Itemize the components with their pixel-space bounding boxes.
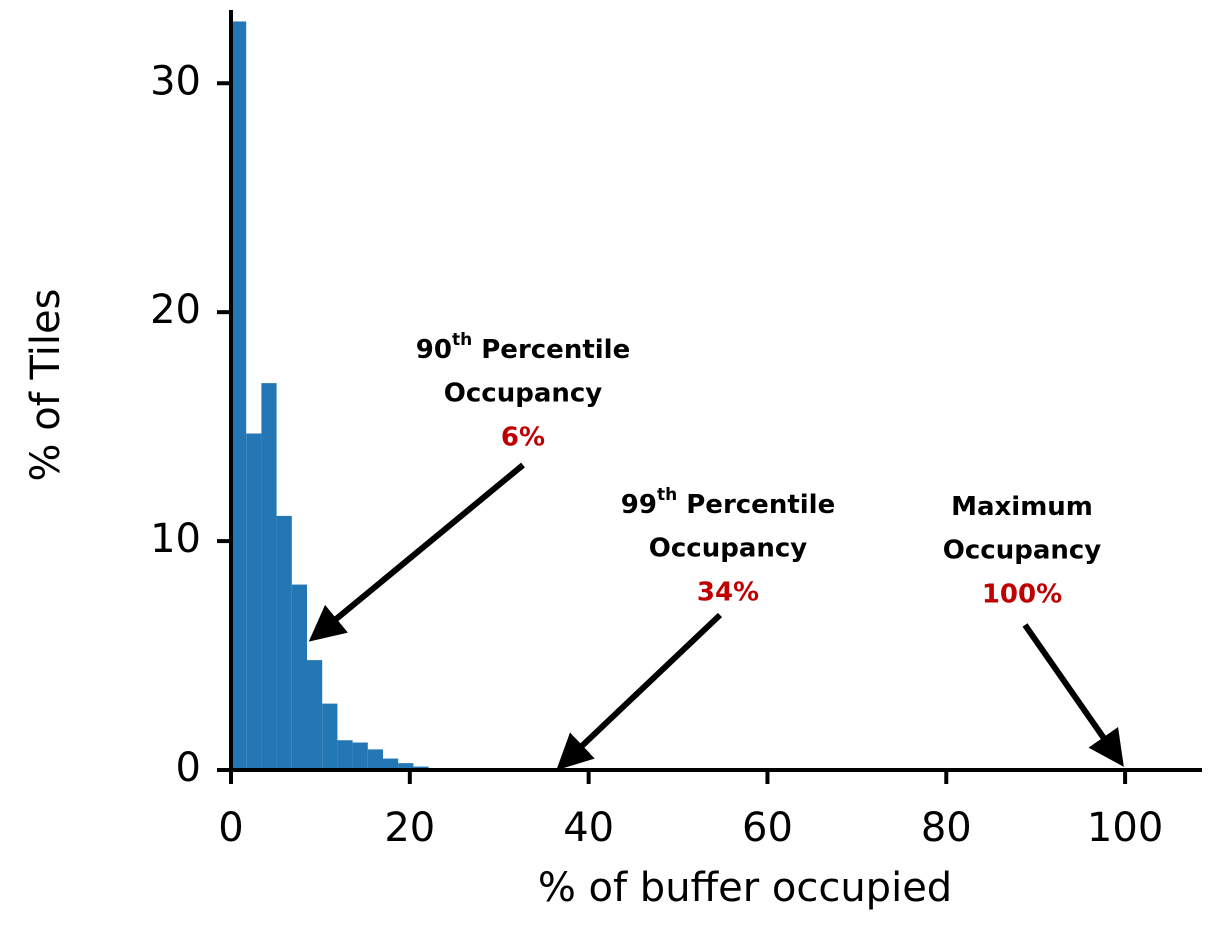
annotation-part: Percentile (677, 490, 835, 520)
annotation: Maximum (951, 492, 1093, 522)
arrow (308, 462, 525, 642)
annotation-part: Maximum (951, 492, 1093, 522)
annotation-part: 90 (416, 335, 452, 365)
arrow (556, 612, 723, 771)
x-tick-label: 40 (563, 805, 614, 851)
x-tick-label: 20 (384, 805, 435, 851)
bar (322, 703, 338, 770)
bar (367, 749, 383, 770)
bar (291, 584, 307, 770)
bar (337, 740, 353, 770)
bar (261, 383, 277, 770)
x-tick-label: 60 (742, 805, 793, 851)
annotation-value: 100% (982, 580, 1062, 610)
annotation-value: 34% (697, 578, 759, 608)
annotation-part: th (657, 485, 677, 505)
y-axis-label: % of Tiles (23, 289, 69, 482)
annotation: Occupancy (943, 536, 1102, 566)
x-tick-label: 80 (921, 805, 972, 851)
y-tick-label: 10 (150, 516, 201, 562)
arrows (308, 462, 1124, 771)
annotation-part: Percentile (472, 335, 630, 365)
bar (276, 515, 292, 770)
annotation: Occupancy (649, 534, 808, 564)
annotation-part: th (452, 330, 472, 350)
y-tick-label: 0 (176, 745, 201, 791)
bar (231, 21, 247, 770)
y-tick-label: 20 (150, 287, 201, 333)
bar (352, 742, 368, 770)
annotation-value: 6% (501, 423, 545, 453)
x-axis-label: % of buffer occupied (538, 865, 952, 911)
annotation: 99th Percentile (621, 485, 835, 520)
y-tick-label: 30 (150, 58, 201, 104)
bar (246, 433, 262, 770)
x-tick-label: 0 (218, 805, 243, 851)
bar (306, 660, 323, 770)
x-tick-label: 100 (1087, 805, 1163, 851)
annotation: Occupancy (444, 379, 603, 409)
annotation-part: 99 (621, 490, 657, 520)
arrow (1022, 623, 1124, 767)
bar (398, 763, 414, 770)
annotation: 90th Percentile (416, 330, 630, 365)
bar (382, 758, 399, 770)
